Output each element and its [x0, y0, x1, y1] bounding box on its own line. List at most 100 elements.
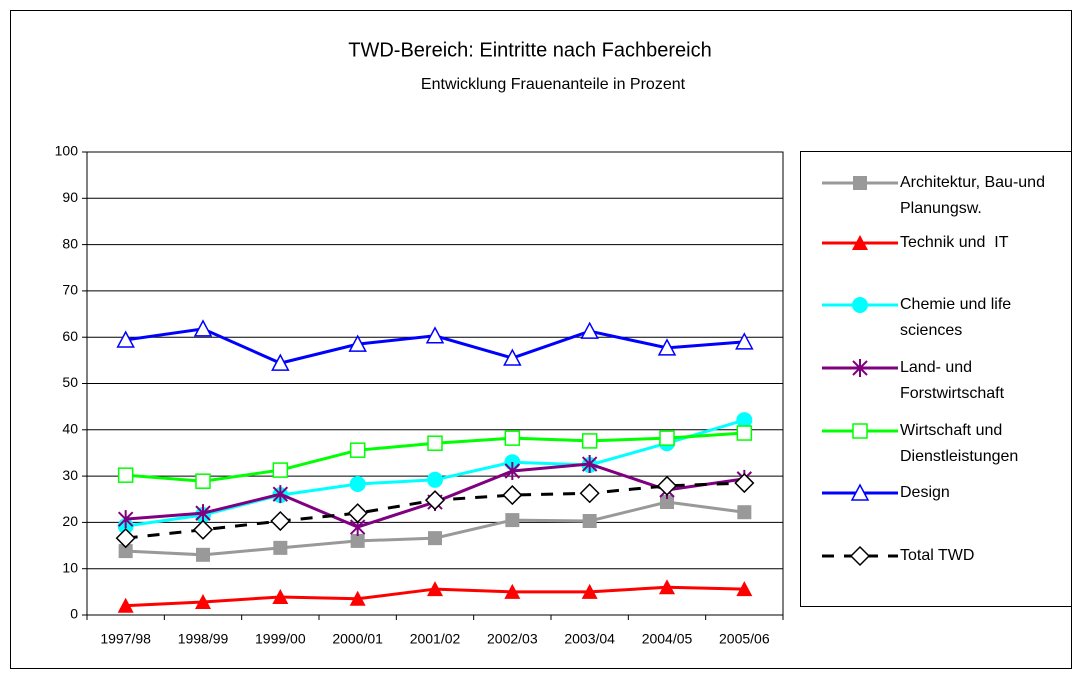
data-point: [735, 332, 754, 350]
data-point: [348, 334, 367, 352]
legend-marker: [852, 235, 868, 250]
data-point-shape: [348, 334, 367, 352]
data-point-shape: [505, 513, 520, 528]
legend-label: Design: [900, 484, 950, 501]
data-point-shape: [117, 467, 134, 483]
y-tick-label: 60: [62, 328, 78, 344]
x-tick-label: 1997/98: [100, 631, 151, 647]
y-tick-label: 30: [62, 467, 78, 483]
data-point-shape: [427, 581, 443, 597]
data-point-shape: [349, 475, 366, 492]
data-point-shape: [116, 330, 135, 348]
data-point-shape: [118, 544, 133, 559]
x-tick-label: 1998/99: [178, 631, 229, 647]
x-tick-label: 2002/03: [487, 631, 538, 647]
y-tick-label: 100: [55, 143, 79, 159]
data-point-shape: [427, 435, 443, 451]
data-point-shape: [659, 579, 675, 595]
data-point-shape: [272, 485, 289, 504]
data-point: [350, 533, 365, 548]
data-point: [659, 579, 675, 595]
legend-marker-shape: [850, 483, 870, 501]
legend-marker: [852, 359, 868, 377]
data-point: [115, 528, 136, 549]
data-point-shape: [272, 462, 289, 478]
data-point: [270, 510, 291, 532]
legend-box: [800, 151, 1072, 607]
data-point-shape: [195, 594, 211, 610]
data-point: [272, 588, 289, 604]
legend-marker: [853, 176, 867, 190]
data-point-shape: [657, 338, 677, 356]
data-point: [656, 475, 678, 496]
legend-label: Technik und IT: [900, 234, 1009, 251]
data-point: [736, 581, 753, 597]
data-point-shape: [349, 590, 366, 606]
data-point: [195, 473, 211, 489]
data-point-shape: [656, 475, 678, 496]
legend-marker: [849, 545, 871, 567]
legend-marker-shape: [853, 176, 867, 190]
data-point: [272, 462, 289, 478]
y-tick-label: 70: [62, 282, 78, 298]
data-point: [737, 505, 752, 520]
data-point-shape: [115, 528, 136, 549]
data-point: [504, 583, 521, 599]
y-tick-label: 20: [62, 513, 78, 529]
data-point-shape: [424, 490, 446, 511]
data-point-shape: [271, 353, 290, 371]
data-point: [504, 430, 521, 446]
data-point-shape: [350, 533, 365, 548]
legend-marker: [850, 483, 870, 501]
data-point-shape: [270, 510, 291, 532]
data-point-shape: [659, 430, 675, 446]
legend-marker-shape: [852, 423, 868, 439]
data-point: [195, 594, 211, 610]
data-point-shape: [504, 430, 521, 446]
x-tick-label: 2000/01: [332, 631, 383, 647]
data-point-shape: [581, 433, 598, 449]
data-point: [195, 504, 211, 523]
data-point: [580, 321, 599, 339]
y-tick-label: 80: [62, 235, 78, 251]
chart-subtitle: Entwicklung Frauenanteile in Prozent: [421, 76, 686, 93]
data-point: [196, 547, 210, 562]
legend-marker: [852, 423, 868, 439]
data-point: [736, 412, 753, 429]
x-tick-label: 2004/05: [642, 631, 693, 647]
data-point: [116, 330, 135, 348]
plot-area: [86, 151, 784, 616]
data-point: [425, 326, 445, 344]
legend-label: Chemie und life sciences: [900, 296, 1016, 339]
data-point: [424, 490, 446, 511]
data-point: [660, 495, 674, 510]
data-point: [657, 338, 677, 356]
data-point-shape: [195, 504, 211, 523]
data-point-shape: [660, 495, 674, 510]
y-tick-label: 50: [62, 374, 78, 390]
data-point: [581, 583, 598, 599]
data-point-shape: [504, 462, 521, 481]
data-point: [579, 483, 600, 504]
data-point: [192, 519, 214, 540]
data-point-shape: [117, 510, 134, 529]
data-point-shape: [503, 348, 522, 366]
data-point: [504, 462, 521, 481]
data-point-shape: [736, 425, 753, 441]
y-tick-label: 40: [62, 421, 78, 437]
data-point-shape: [117, 597, 134, 613]
x-tick-label: 2005/06: [719, 631, 770, 647]
data-point: [427, 581, 443, 597]
data-point: [117, 510, 134, 529]
data-point: [349, 590, 366, 606]
data-point: [581, 455, 598, 474]
data-point: [271, 353, 290, 371]
data-point-shape: [195, 473, 211, 489]
x-tick-label: 2001/02: [410, 631, 461, 647]
data-point: [347, 503, 368, 524]
data-point-shape: [349, 442, 366, 458]
data-point: [117, 467, 134, 483]
data-point: [581, 433, 598, 449]
data-point: [427, 471, 443, 488]
data-point-shape: [736, 412, 753, 429]
